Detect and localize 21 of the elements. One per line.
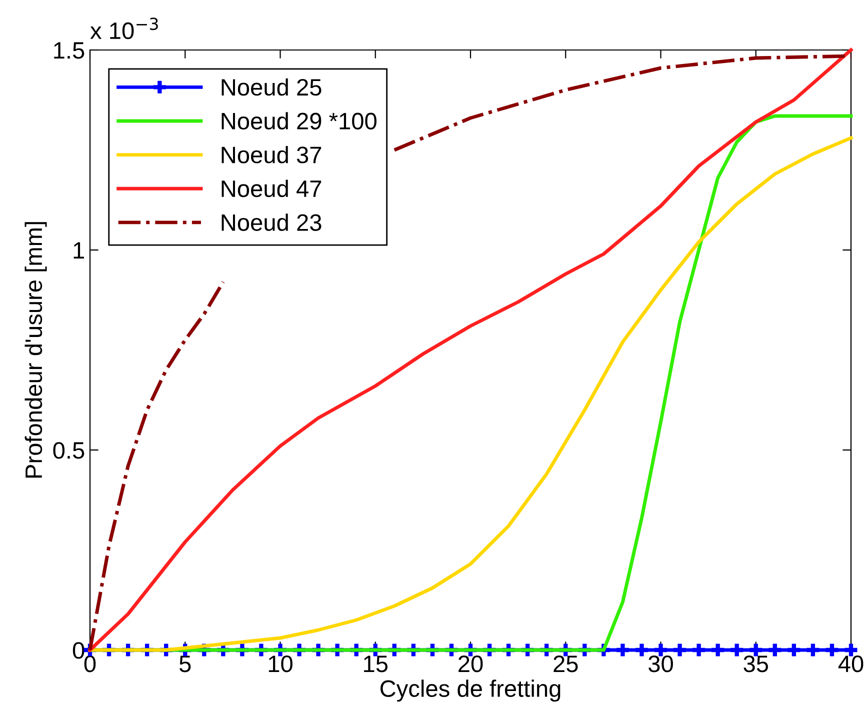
- y-tick-label: 1.5: [54, 42, 84, 59]
- legend-label: Noeud 29 *100: [222, 112, 376, 130]
- x-tick-label: 30: [648, 655, 673, 672]
- legend-label: Noeud 25: [222, 78, 322, 96]
- legend-label: Noeud 47: [222, 180, 322, 198]
- text: x 10$^{−3}$: [90, 18, 158, 40]
- x-axis-title: Cycles de fretting: [380, 680, 560, 702]
- legend-label: Noeud 37: [222, 146, 322, 164]
- y-tick-label: 1: [74, 242, 84, 259]
- legend-label: Noeud 23: [222, 214, 322, 231]
- x-tick-label: 20: [458, 655, 483, 672]
- x-tick-label: 25: [554, 655, 578, 672]
- y-tick-label: 0: [72, 642, 84, 659]
- x-tick-label: 5: [180, 656, 191, 672]
- y-axis-title: Profondeur d'usure [mm]: [24, 222, 47, 478]
- x-tick-label: 40: [838, 655, 864, 672]
- x-tick-label: 0: [84, 655, 96, 672]
- x-tick-label: 15: [364, 656, 388, 672]
- x-tick-label: 10: [268, 655, 292, 672]
- y-tick-label: 0.5: [53, 442, 84, 459]
- x-tick-label: 35: [744, 655, 768, 672]
